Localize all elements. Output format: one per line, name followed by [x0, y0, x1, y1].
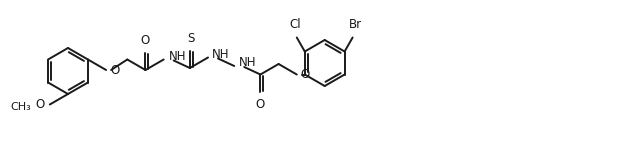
Text: Cl: Cl	[289, 18, 301, 30]
Text: NH: NH	[212, 48, 230, 61]
Text: NH: NH	[239, 57, 257, 70]
Text: O: O	[256, 97, 265, 110]
Text: CH₃: CH₃	[10, 103, 31, 112]
Text: O: O	[110, 64, 119, 76]
Text: S: S	[187, 32, 195, 45]
Text: NH: NH	[169, 50, 186, 63]
Text: O: O	[36, 98, 45, 111]
Text: O: O	[301, 68, 310, 81]
Text: O: O	[141, 34, 150, 47]
Text: Br: Br	[349, 18, 362, 30]
